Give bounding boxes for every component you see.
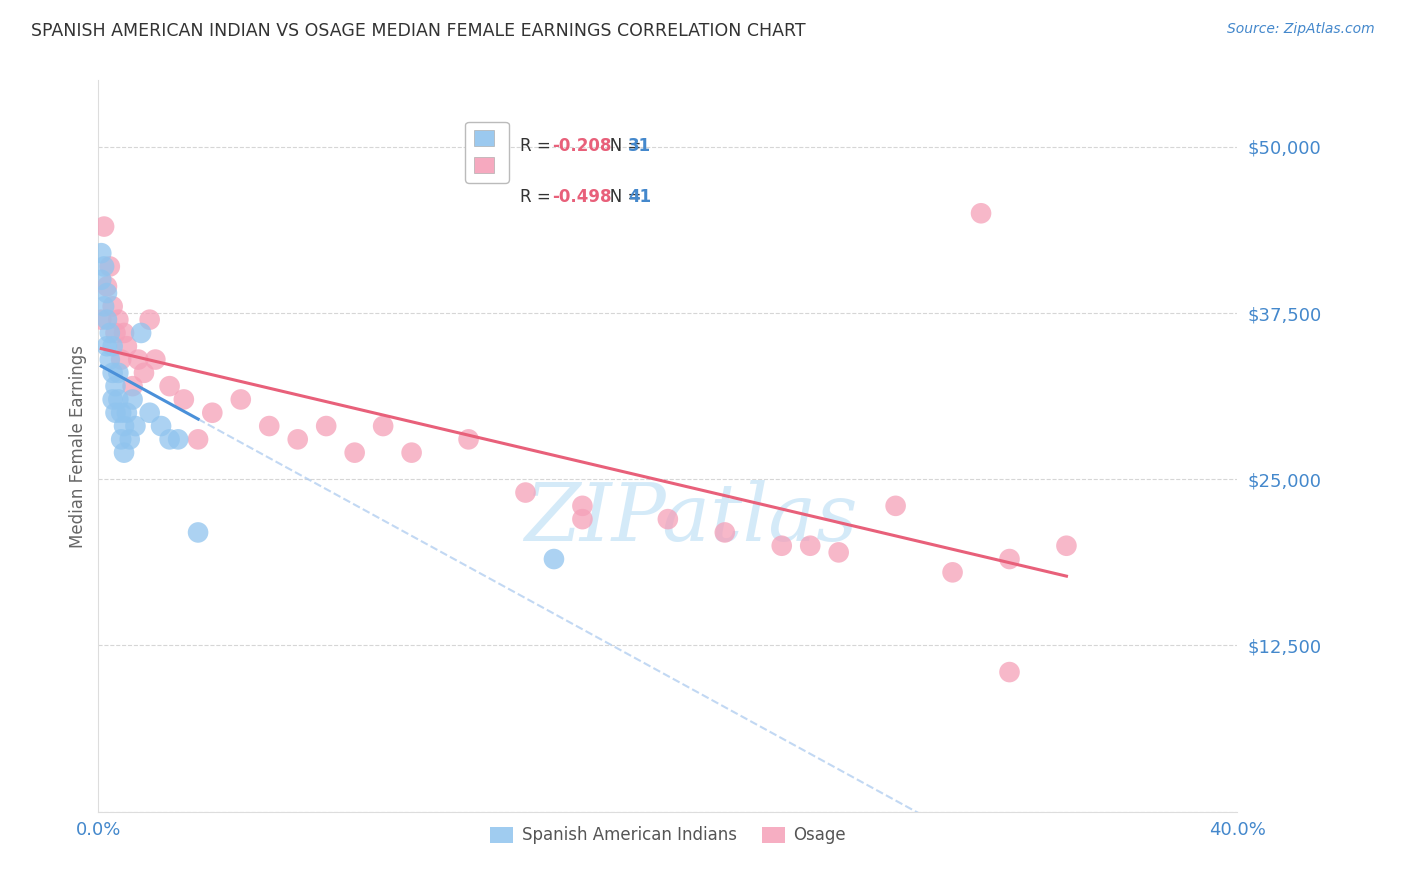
Point <box>401 445 423 459</box>
Text: N =: N = <box>593 137 647 155</box>
Point <box>998 552 1021 566</box>
Point <box>101 299 124 313</box>
Point <box>112 419 135 434</box>
Point <box>96 279 118 293</box>
Point <box>127 352 149 367</box>
Point <box>138 406 160 420</box>
Point <box>657 512 679 526</box>
Point <box>1056 539 1078 553</box>
Point <box>121 379 143 393</box>
Text: -0.208: -0.208 <box>551 137 612 155</box>
Point <box>104 379 127 393</box>
Point <box>112 326 135 340</box>
Point <box>132 366 155 380</box>
Point <box>229 392 252 407</box>
Text: Source: ZipAtlas.com: Source: ZipAtlas.com <box>1227 22 1375 37</box>
Legend: Spanish American Indians, Osage: Spanish American Indians, Osage <box>484 820 852 851</box>
Point <box>167 433 190 447</box>
Point <box>138 312 160 326</box>
Point <box>118 433 141 447</box>
Point <box>93 260 115 274</box>
Point <box>90 312 112 326</box>
Point <box>571 512 593 526</box>
Point <box>115 406 138 420</box>
Point <box>145 352 167 367</box>
Point <box>110 352 132 367</box>
Point <box>970 206 993 220</box>
Point <box>96 286 118 301</box>
Point <box>259 419 281 434</box>
Point <box>884 499 907 513</box>
Text: 41: 41 <box>628 188 651 206</box>
Point <box>101 339 124 353</box>
Point <box>104 326 127 340</box>
Point <box>101 366 124 380</box>
Point <box>121 392 143 407</box>
Point <box>315 419 337 434</box>
Point <box>115 339 138 353</box>
Point <box>828 545 851 559</box>
Point <box>124 419 146 434</box>
Point <box>90 273 112 287</box>
Point <box>799 539 821 553</box>
Point <box>98 352 121 367</box>
Text: ZIPatlas: ZIPatlas <box>524 481 858 558</box>
Point <box>107 312 129 326</box>
Point <box>457 433 479 447</box>
Point <box>93 219 115 234</box>
Point <box>98 326 121 340</box>
Point <box>770 539 793 553</box>
Point <box>373 419 395 434</box>
Point <box>110 433 132 447</box>
Text: N =: N = <box>593 188 647 206</box>
Point <box>571 499 593 513</box>
Point <box>90 246 112 260</box>
Point <box>343 445 366 459</box>
Point <box>159 379 181 393</box>
Point <box>515 485 537 500</box>
Point <box>150 419 173 434</box>
Point <box>714 525 737 540</box>
Point <box>187 433 209 447</box>
Point <box>998 665 1021 679</box>
Point <box>543 552 565 566</box>
Point <box>159 433 181 447</box>
Point <box>112 445 135 459</box>
Text: 31: 31 <box>628 137 651 155</box>
Text: -0.498: -0.498 <box>551 188 612 206</box>
Point <box>93 299 115 313</box>
Point <box>942 566 965 580</box>
Point <box>187 525 209 540</box>
Point <box>129 326 152 340</box>
Point <box>98 260 121 274</box>
Point <box>173 392 195 407</box>
Text: R =: R = <box>520 137 555 155</box>
Point <box>287 433 309 447</box>
Point <box>104 406 127 420</box>
Text: R =: R = <box>520 188 555 206</box>
Point <box>110 406 132 420</box>
Point <box>101 392 124 407</box>
Point <box>201 406 224 420</box>
Point <box>107 392 129 407</box>
Point <box>96 339 118 353</box>
Point <box>96 312 118 326</box>
Y-axis label: Median Female Earnings: Median Female Earnings <box>69 344 87 548</box>
Text: SPANISH AMERICAN INDIAN VS OSAGE MEDIAN FEMALE EARNINGS CORRELATION CHART: SPANISH AMERICAN INDIAN VS OSAGE MEDIAN … <box>31 22 806 40</box>
Point <box>107 366 129 380</box>
